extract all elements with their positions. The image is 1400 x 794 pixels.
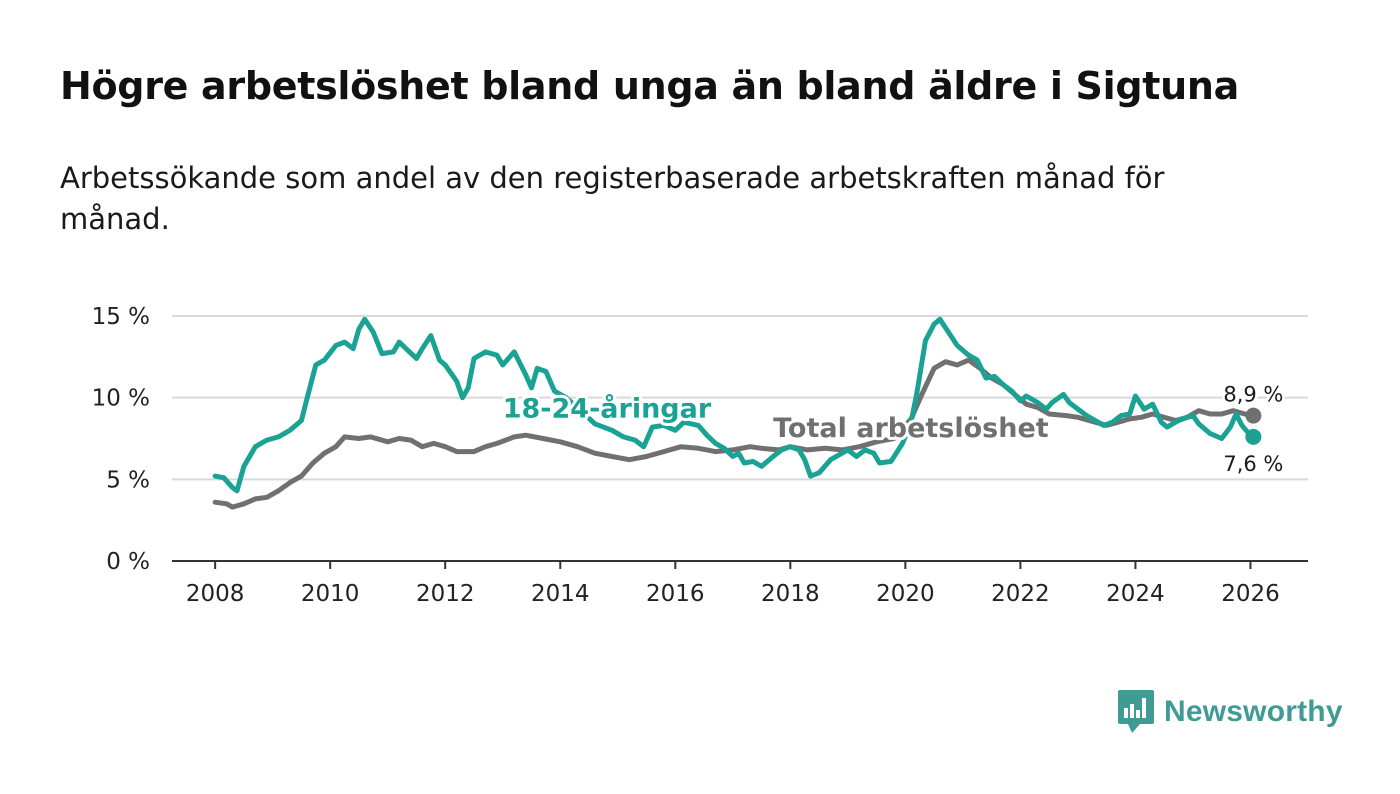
x-tick-label: 2020	[876, 581, 935, 607]
x-tick-label: 2008	[186, 581, 245, 607]
series-lines	[212, 316, 1262, 510]
x-tick-label: 2016	[646, 581, 705, 607]
brand-name: Newsworthy	[1164, 695, 1343, 728]
x-tick-label: 2026	[1221, 581, 1280, 607]
series-line	[212, 316, 1256, 494]
series-line	[212, 357, 1256, 510]
y-tick-label: 15 %	[92, 304, 150, 330]
bar-chart-speech-bubble-icon	[1118, 690, 1154, 733]
chart-title: Högre arbetslöshet bland unga än bland ä…	[60, 64, 1239, 108]
newsworthy-logo[interactable]: Newsworthy	[1118, 690, 1343, 734]
axes: 0 % 5 % 10 % 15 % 2008 2010 2012 2014 2016 2018 20…	[92, 304, 1308, 607]
series-label: 18-24-åringar	[503, 392, 712, 424]
series-labels: Total arbetslöshet 8,9 % 18-24-åringar 7,6 …	[500, 380, 1286, 478]
line-chart: 0 % 5 % 10 % 15 % 2008 2010 2012 2014 2016 2018 20…	[92, 304, 1308, 607]
series-end-point	[1245, 428, 1262, 445]
y-tick-label: 0 %	[106, 549, 150, 575]
y-tick-label: 5 %	[106, 467, 150, 493]
x-tick-label: 2024	[1106, 581, 1165, 607]
end-value-label: 8,9 %	[1223, 383, 1283, 407]
x-tick-label: 2010	[301, 581, 360, 607]
series-end-point	[1245, 407, 1262, 424]
x-tick-label: 2014	[531, 581, 590, 607]
x-tick-label: 2022	[991, 581, 1050, 607]
x-tick-label: 2012	[416, 581, 475, 607]
y-tick-label: 10 %	[92, 386, 150, 412]
x-tick-label: 2018	[761, 581, 820, 607]
chart-subtitle: Arbetssökande som andel av den registerb…	[60, 161, 1165, 236]
gridlines	[172, 315, 1308, 481]
series-label: Total arbetslöshet	[773, 413, 1049, 444]
end-value-label: 7,6 %	[1223, 452, 1283, 476]
